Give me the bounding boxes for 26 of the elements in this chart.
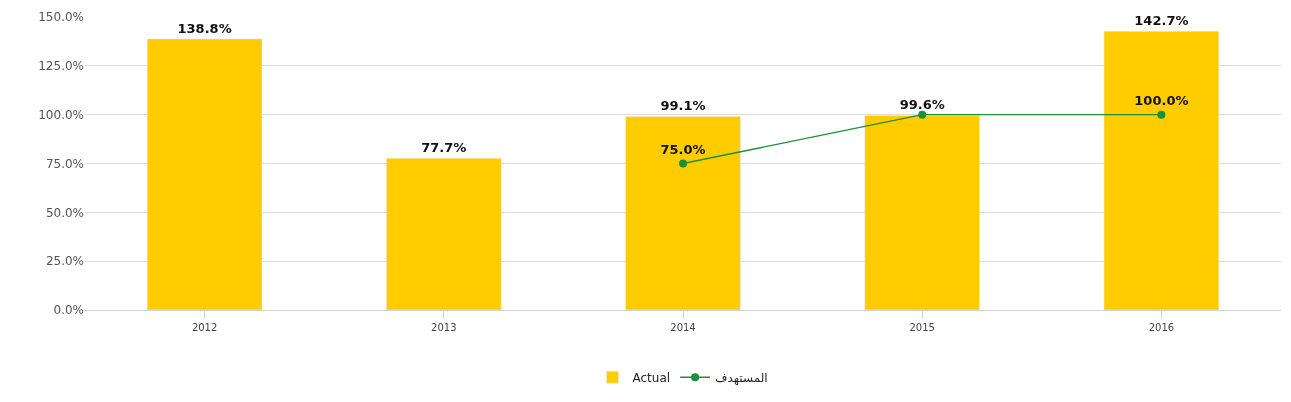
bar [1103,31,1220,310]
x-tick-label: 2014 [670,322,696,333]
legend-label: Actual [632,370,671,385]
data-label: 99.6% [899,97,945,113]
data-label: 75.0% [660,142,706,158]
y-tick-label: 50.0% [45,205,84,220]
y-tick-label: 150.0% [38,10,84,25]
data-label: 100.0% [1134,93,1189,109]
data-label: 138.8% [177,20,232,36]
bar [625,116,741,310]
y-tick-label: 25.0% [45,254,84,269]
y-tick-label: 100.0% [38,107,84,122]
bar [386,157,502,310]
data-label: 77.7% [421,140,467,156]
x-tick-label: 2016 [1148,322,1175,333]
data-label: 99.1% [660,98,706,114]
bar [146,38,263,310]
x-tick-label: 2012 [191,322,218,333]
x-tick-label: 2013 [431,322,457,333]
y-tick-label: 75.0% [45,156,84,171]
x-tick-label: 2015 [909,322,935,333]
bar [864,115,980,310]
y-tick-label: 0.0% [53,303,84,318]
y-tick-label: 125.0% [38,59,84,74]
legend-label: المستهدف [715,370,768,385]
data-label: 142.7% [1134,13,1189,29]
